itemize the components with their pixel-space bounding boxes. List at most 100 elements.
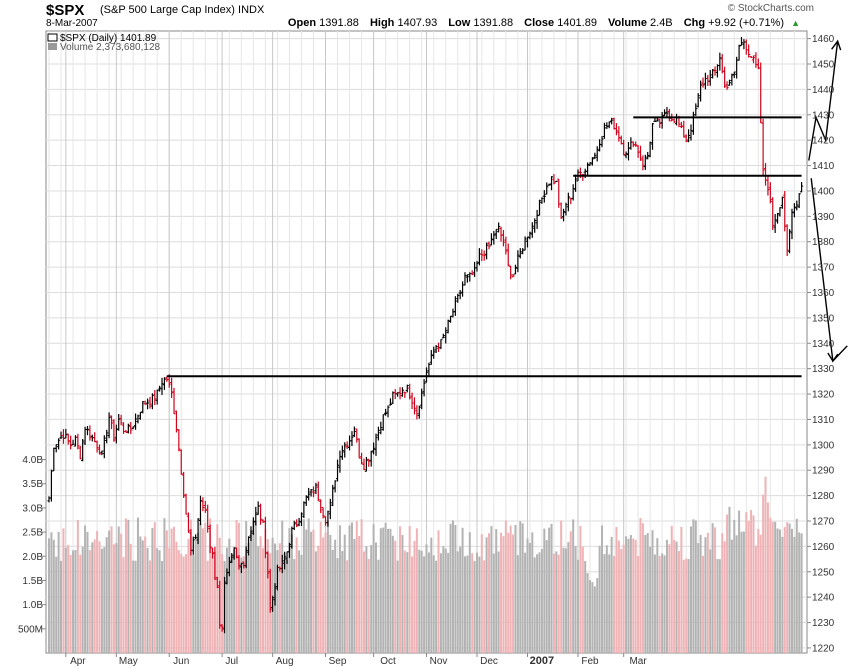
price-tick-label: 1440 bbox=[812, 85, 835, 96]
volume-bar bbox=[209, 518, 212, 653]
price-tick-label: 1390 bbox=[812, 212, 835, 223]
volume-bar bbox=[702, 555, 705, 653]
volume-bar bbox=[399, 526, 402, 653]
volume-bar bbox=[687, 559, 690, 653]
price-tick-label: 1260 bbox=[812, 542, 835, 553]
volume-bar bbox=[216, 524, 219, 653]
month-label: Nov bbox=[430, 656, 448, 667]
volume-bar bbox=[766, 502, 769, 653]
index-name: (S&P 500 Large Cap Index) bbox=[100, 4, 235, 16]
ohlc-summary: Open 1391.88 High 1407.93 Low 1391.88 Cl… bbox=[288, 17, 808, 29]
close-label: Close bbox=[524, 17, 555, 29]
volume-bar bbox=[555, 551, 558, 653]
arrowhead bbox=[827, 352, 839, 363]
volume-bar bbox=[271, 537, 274, 653]
volume-bar bbox=[603, 554, 606, 653]
volume-bar bbox=[84, 525, 87, 653]
volume-bar bbox=[343, 534, 346, 653]
price-tick-label: 1240 bbox=[812, 593, 835, 604]
price-tick-label: 1350 bbox=[812, 313, 835, 324]
volume-bar bbox=[225, 547, 228, 653]
volume-bar bbox=[79, 554, 82, 653]
volume-bar bbox=[521, 523, 524, 653]
volume-bar bbox=[656, 538, 659, 653]
high-value: 1407.93 bbox=[397, 17, 438, 29]
volume-bar bbox=[615, 527, 618, 653]
volume-bar bbox=[540, 548, 543, 653]
volume-bar bbox=[728, 506, 731, 653]
volume-bar bbox=[322, 537, 325, 653]
volume-bar bbox=[793, 536, 796, 653]
volume-bar bbox=[326, 520, 329, 653]
price-legend-icon bbox=[47, 33, 58, 42]
volume-bar bbox=[490, 526, 493, 653]
volume-bar bbox=[483, 560, 486, 653]
volume-bar bbox=[69, 554, 72, 653]
volume-bar bbox=[586, 573, 589, 653]
volume-bar bbox=[557, 554, 560, 653]
volume-bar bbox=[249, 530, 252, 653]
price-tick-label: 1230 bbox=[812, 618, 835, 629]
volume-bar bbox=[752, 515, 755, 653]
price-tick-label: 1290 bbox=[812, 466, 835, 477]
volume-bar bbox=[132, 560, 135, 653]
volume-bar bbox=[127, 519, 130, 653]
volume-bar bbox=[259, 536, 262, 653]
volume-bar bbox=[733, 519, 736, 653]
volume-bar bbox=[562, 547, 565, 653]
volume-bar bbox=[62, 528, 65, 653]
volume-bar bbox=[283, 553, 286, 653]
volume-bar bbox=[74, 549, 77, 653]
price-legend: $SPX (Daily) 1401.89 bbox=[60, 33, 157, 44]
volume-bar bbox=[601, 525, 604, 653]
volume-bar bbox=[778, 529, 781, 653]
month-label: Jun bbox=[173, 656, 189, 667]
volume-bar bbox=[389, 528, 392, 653]
volume-bar bbox=[646, 533, 649, 653]
volume-bar bbox=[120, 533, 123, 653]
volume-bar bbox=[790, 528, 793, 653]
price-tick-label: 1450 bbox=[812, 60, 835, 71]
volume-bar bbox=[800, 533, 803, 653]
volume-bar bbox=[735, 535, 738, 653]
volume-bar bbox=[649, 546, 652, 653]
volume-tick-label: 3.5B bbox=[22, 479, 43, 490]
volume-bar bbox=[714, 527, 717, 653]
volume-bar bbox=[346, 560, 349, 653]
volume-bar bbox=[798, 532, 801, 653]
volume-bar bbox=[495, 529, 498, 653]
volume-bar bbox=[622, 544, 625, 653]
volume-bar bbox=[288, 528, 291, 653]
volume-bar bbox=[437, 530, 440, 653]
volume-bar bbox=[745, 512, 748, 653]
volume-bar bbox=[168, 548, 171, 653]
volume-bar bbox=[699, 534, 702, 653]
volume-tick-label: 4.0B bbox=[22, 455, 43, 466]
volume-bar bbox=[129, 543, 132, 653]
volume-bar bbox=[598, 545, 601, 653]
volume-tick-label: 2.5B bbox=[22, 528, 43, 539]
volume-bar bbox=[305, 529, 308, 653]
volume-bar bbox=[689, 526, 692, 653]
volume-bar bbox=[418, 549, 421, 653]
volume-bar bbox=[88, 550, 91, 653]
volume-bar bbox=[463, 556, 466, 653]
volume-bar bbox=[112, 544, 115, 653]
volume-bar bbox=[456, 551, 459, 653]
volume-bar bbox=[93, 539, 96, 653]
volume-bar bbox=[151, 528, 154, 653]
volume-bar bbox=[475, 552, 478, 653]
volume-bar bbox=[658, 555, 661, 653]
low-value: 1391.88 bbox=[473, 17, 514, 29]
volume-bar bbox=[144, 536, 147, 653]
volume-bar bbox=[507, 532, 510, 653]
volume-bar bbox=[170, 528, 173, 653]
volume-bar bbox=[468, 532, 471, 653]
volume-bar bbox=[471, 553, 474, 653]
volume-bar bbox=[512, 534, 515, 653]
volume-bar bbox=[237, 523, 240, 653]
volume-bar bbox=[408, 526, 411, 653]
volume-bar bbox=[533, 557, 536, 653]
chart-date: 8-Mar-2007 bbox=[46, 18, 98, 29]
volume-bar bbox=[115, 543, 118, 653]
